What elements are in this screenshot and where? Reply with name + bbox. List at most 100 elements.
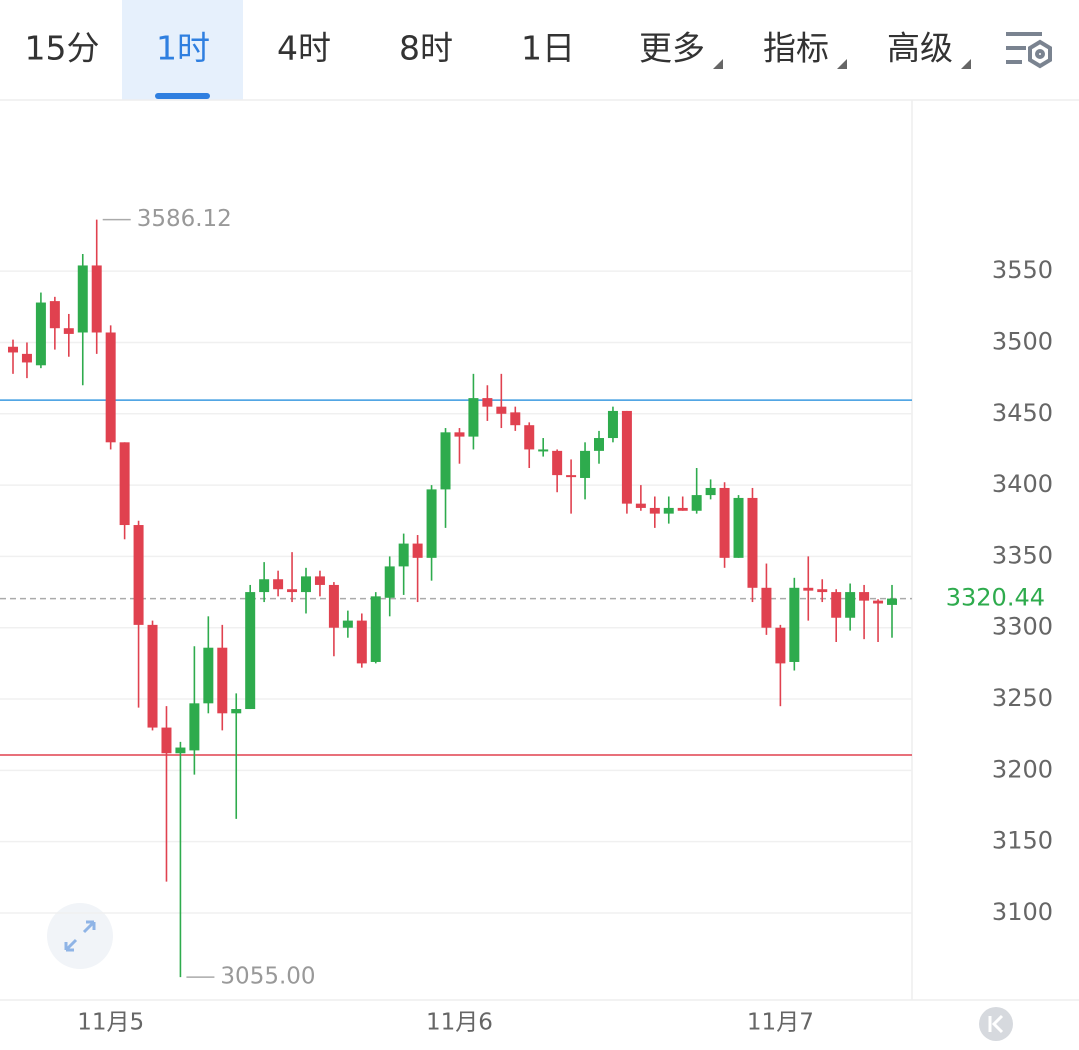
candle-body [663,507,674,514]
candle-body [873,600,884,604]
candle-body [231,709,242,714]
candle-body [412,543,423,558]
candle-body [245,592,256,710]
y-tick-label: 3350 [992,541,1053,569]
tab[interactable]: 指标 [763,29,829,68]
candle-body [133,525,144,625]
candle-body [203,647,214,704]
tab[interactable]: 1日 [521,29,575,68]
candle-body [63,328,74,334]
candle-body [594,438,604,451]
candle-body [49,301,60,329]
last-price-label: 3320.44 [946,584,1045,612]
y-tick-label: 3300 [992,613,1053,641]
candle-body [454,432,465,437]
candle-body [384,566,395,598]
candle-body [635,503,646,508]
candle-body [35,302,46,366]
candle-body [817,589,828,593]
candle-body [21,353,32,363]
candle-body [482,398,493,407]
tab[interactable]: 高级 [887,29,953,68]
candle-body [621,410,632,504]
candle-body [273,579,284,590]
dropdown-caret [961,59,971,69]
reset-button[interactable] [979,1007,1013,1041]
candle-body [859,592,870,601]
y-tick-label: 3150 [992,827,1053,855]
candle-body [845,592,856,618]
candle-body [789,587,800,662]
tab[interactable]: 1时 [156,29,210,68]
candle-body [761,587,772,628]
dropdown-caret [713,59,723,69]
candle-body [287,589,298,593]
candle-body [524,425,535,450]
annotation-label: 3586.12 [137,206,232,232]
candle-body [217,647,228,714]
candle-body [77,265,88,333]
y-tick-label: 3400 [992,470,1053,498]
y-tick-label: 3250 [992,684,1053,712]
candle-body [259,579,270,593]
tab-bar: 15分 1时 4时 8时 1日 更多 指标 高级 [25,29,954,68]
candle-body [314,576,325,585]
candle-body [398,543,409,567]
candle-body [747,497,758,588]
active-tab-bg [122,0,243,100]
candle-body [91,265,102,333]
candle-body [803,587,814,591]
y-tick-label: 3550 [992,256,1053,284]
candle-body [775,627,786,664]
settings-icon[interactable] [1006,32,1052,69]
candle-body [733,497,744,558]
candle-body [831,592,842,618]
candle-body [719,487,730,558]
candle-body [426,489,437,558]
candle-body [119,442,130,526]
candle-body [580,450,591,478]
candle-body [342,620,353,628]
candle-body [8,346,18,353]
candle-body [607,410,618,439]
candle-body [552,450,563,476]
candle-body [649,507,660,514]
active-tab-indicator [155,93,210,99]
x-tick-label: 11月6 [426,1010,493,1036]
expand-button[interactable] [47,903,113,969]
x-tick-label: 11月5 [77,1010,144,1036]
candle-body [691,495,702,511]
tab[interactable]: 8时 [399,29,453,68]
tab[interactable]: 15分 [25,29,100,68]
candle-body [147,624,158,728]
candle-body [468,398,479,437]
candle-body [189,703,200,751]
candle-body [328,584,339,628]
y-tick-label: 3450 [992,399,1053,427]
candle-body [175,747,186,754]
candle-body [496,406,507,414]
candle-body [566,475,577,478]
y-tick-label: 3500 [992,327,1053,355]
candle-body [705,487,716,496]
x-tick-label: 11月7 [747,1010,814,1036]
candle-body [887,598,897,605]
dropdown-caret [837,59,847,69]
candle-body [440,432,451,490]
candle-body [370,596,381,662]
candle-body [161,727,172,754]
annotation-label: 3055.00 [220,964,315,990]
plot-area: 3100 3150 3200 3250 3300 3350 3400 3450 3500 3550… [0,206,1053,1036]
tab[interactable]: 更多 [639,29,705,68]
candle-body [538,449,549,452]
y-tick-label: 3200 [992,755,1053,783]
candle-body [105,332,116,443]
candle-body [301,576,311,593]
candle-body [677,507,688,511]
candle-body [510,412,521,426]
tab[interactable]: 4时 [277,29,331,68]
candle-body [356,620,367,664]
y-tick-label: 3100 [992,898,1053,926]
